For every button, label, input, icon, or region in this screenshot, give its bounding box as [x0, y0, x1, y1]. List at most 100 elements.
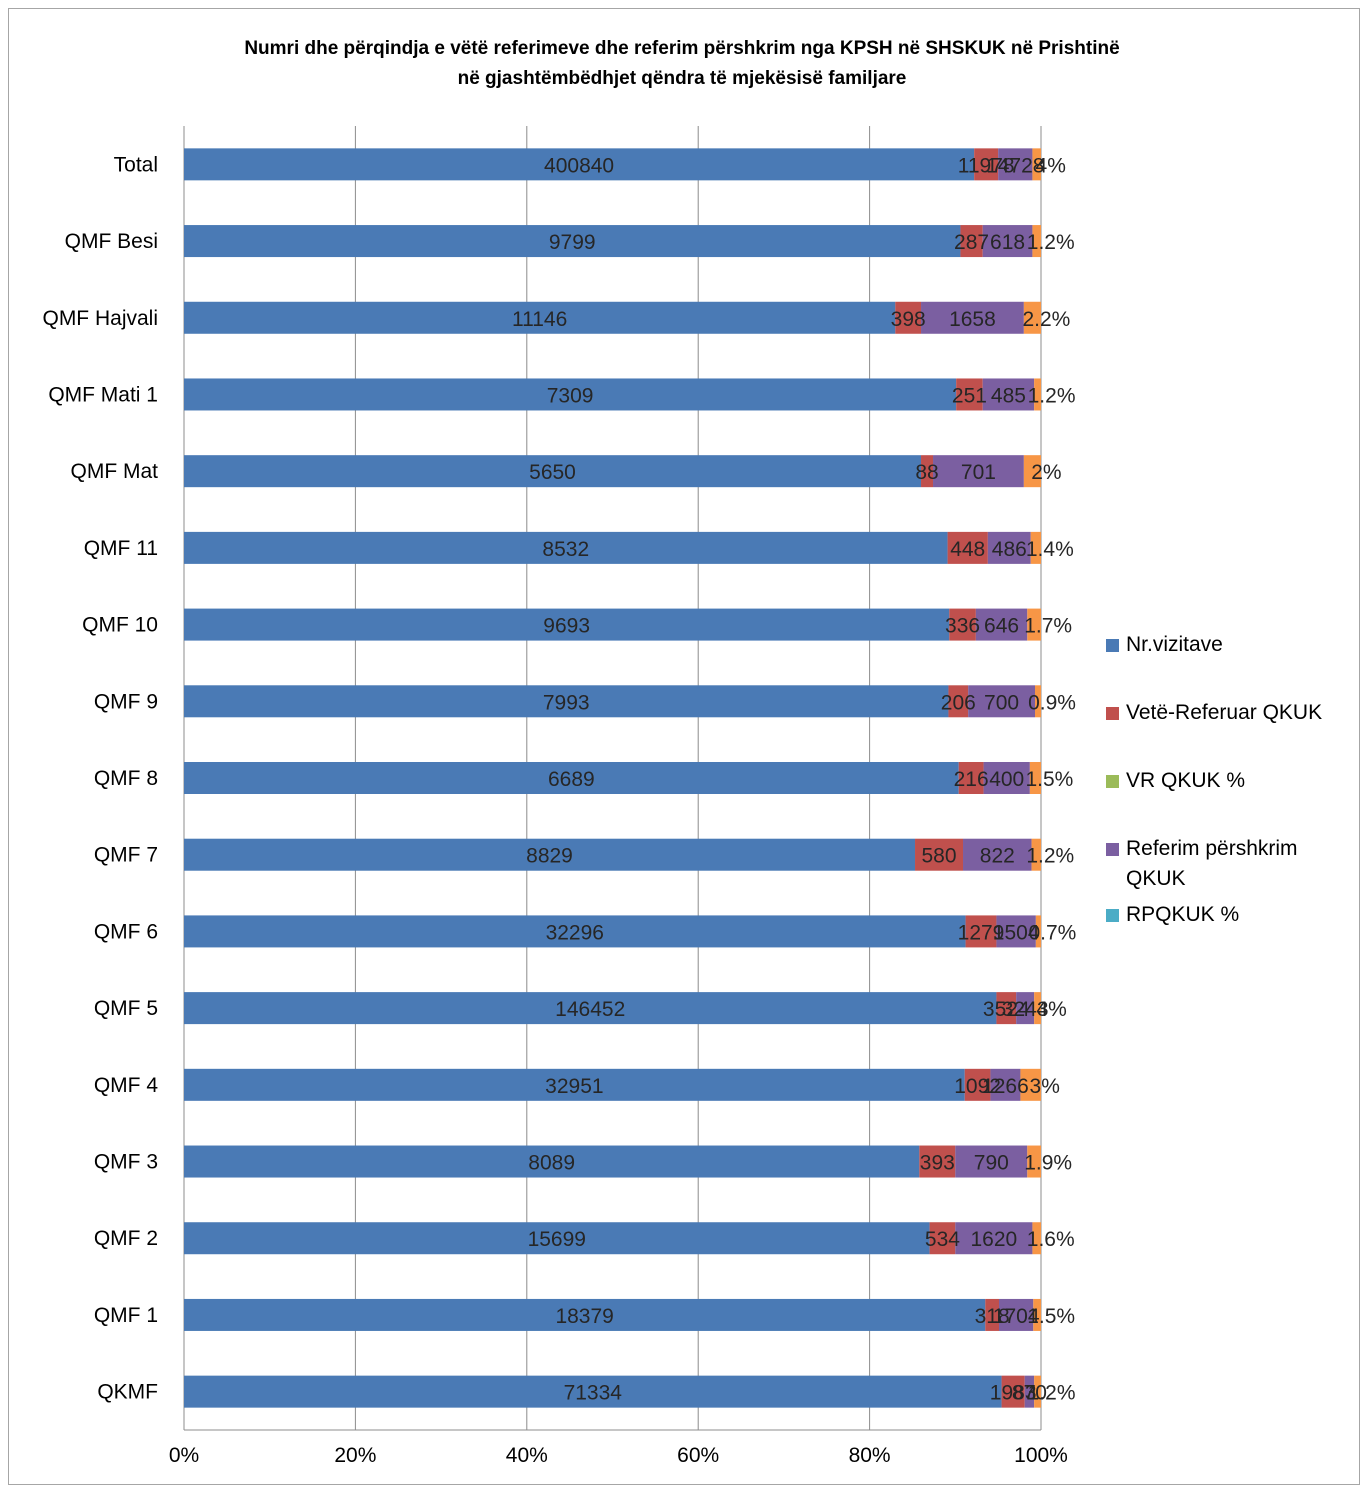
legend-swatch — [1106, 843, 1119, 856]
bar-rpqkuk-pct — [1033, 1298, 1041, 1331]
data-label: 7309 — [547, 384, 594, 407]
bar-nr-vizitave — [184, 455, 922, 488]
x-tick-label: 20% — [334, 1444, 376, 1467]
bar-vete-referuar — [929, 1222, 956, 1255]
bar-vete-referuar — [964, 1068, 991, 1101]
bar-rpqkuk-pct — [1035, 915, 1041, 948]
data-label: 1279 — [958, 921, 1005, 944]
y-category-label: QMF Besi — [65, 230, 158, 253]
bar-referim-pershkrim — [982, 225, 1033, 258]
data-label: 1658 — [949, 308, 996, 331]
bar-vete-referuar — [960, 225, 983, 258]
bar-referim-pershkrim — [933, 455, 1024, 488]
y-category-label: QKMF — [97, 1381, 158, 1404]
data-label: 9799 — [549, 231, 596, 254]
chart-title-line-2: në gjashtëmbëdhjet qëndra të mjekësisë f… — [457, 68, 907, 89]
data-label: 287 — [954, 231, 989, 254]
bar-nr-vizitave — [184, 1375, 1002, 1408]
y-category-label: QMF 8 — [94, 767, 158, 790]
bar-referim-pershkrim — [987, 531, 1031, 564]
data-label: 485 — [991, 384, 1026, 407]
bar-vete-referuar — [1001, 1375, 1025, 1408]
x-tick-label: 0% — [169, 1444, 199, 1467]
y-category-label: QMF 9 — [94, 690, 158, 713]
bar-referim-pershkrim — [996, 915, 1036, 948]
bar-vete-referuar — [919, 1145, 956, 1178]
bar-referim-pershkrim — [955, 1222, 1033, 1255]
bar-nr-vizitave — [184, 838, 916, 871]
bar-vete-referuar — [956, 378, 983, 411]
y-category-label: QMF 3 — [94, 1151, 158, 1174]
bar-rpqkuk-pct — [1034, 378, 1041, 411]
bar-referim-pershkrim — [1016, 992, 1035, 1025]
bar-referim-pershkrim — [975, 608, 1028, 641]
bar-rpqkuk-pct — [1032, 225, 1041, 258]
data-label: 88 — [915, 461, 938, 484]
y-category-label: QMF 10 — [82, 614, 158, 637]
data-label: 1.7% — [1024, 615, 1072, 638]
bar-rpqkuk-pct — [1023, 455, 1041, 488]
data-label: 700 — [984, 691, 1019, 714]
data-label: 206 — [941, 691, 976, 714]
y-category-label: QMF 1 — [94, 1304, 158, 1327]
data-label: 9693 — [543, 615, 590, 638]
legend-label: Referim përshkrim QKUK — [1126, 837, 1298, 890]
data-label: 580 — [921, 845, 956, 868]
legend-label: RPQKUK % — [1126, 903, 1240, 926]
data-label: 534 — [925, 1228, 960, 1251]
legend-swatch — [1106, 775, 1119, 788]
data-label: 3243 — [1002, 998, 1049, 1021]
data-label: 5650 — [529, 461, 576, 484]
bar-nr-vizitave — [184, 1068, 965, 1101]
data-label: 8089 — [528, 1152, 575, 1175]
data-label: 216 — [954, 768, 989, 791]
bar-rpqkuk-pct — [1020, 1068, 1041, 1101]
data-label: 398 — [891, 308, 926, 331]
bar-vete-referuar — [974, 148, 999, 181]
data-label: 1983 — [990, 1382, 1037, 1405]
bar-vete-referuar — [948, 685, 969, 718]
data-label: 146452 — [555, 998, 625, 1021]
bar-rpqkuk-pct — [1030, 531, 1041, 564]
bar-nr-vizitave — [184, 225, 961, 258]
y-category-label: QMF 11 — [84, 537, 158, 560]
data-label: 11978 — [958, 154, 1015, 177]
bar-rpqkuk-pct — [1023, 301, 1041, 334]
bar-nr-vizitave — [184, 762, 959, 794]
data-label: 7993 — [543, 691, 590, 714]
bar-rpqkuk-pct — [1034, 1375, 1041, 1408]
data-label: 251 — [952, 384, 987, 407]
data-label: 8532 — [542, 538, 589, 561]
data-label: 4% — [1036, 154, 1066, 177]
data-label: 6689 — [548, 768, 595, 791]
bar-nr-vizitave — [184, 685, 949, 718]
chart-title-line-1: Numri dhe përqindja e vëtë referimeve dh… — [244, 38, 1120, 59]
bar-referim-pershkrim — [999, 1298, 1034, 1331]
data-label: 1.2% — [1028, 384, 1076, 407]
data-label: 2% — [1031, 461, 1061, 484]
legend-label: Vetë-Referuar QKUK — [1126, 701, 1323, 724]
bar-nr-vizitave — [184, 378, 957, 411]
x-tick-label: 100% — [1014, 1444, 1068, 1467]
bar-nr-vizitave — [184, 915, 966, 948]
bar-referim-pershkrim — [1024, 1375, 1035, 1408]
y-category-label: Total — [114, 153, 158, 176]
bar-vete-referuar — [965, 915, 997, 948]
data-label: 3524 — [983, 998, 1030, 1021]
data-label: 1504 — [993, 921, 1040, 944]
data-label: 4% — [1036, 998, 1066, 1021]
data-label: 1.4% — [1026, 538, 1074, 561]
data-label: 1.2% — [1026, 845, 1074, 868]
bar-referim-pershkrim — [982, 378, 1035, 411]
data-label: 0.9% — [1028, 691, 1076, 714]
data-label: 1.9% — [1024, 1152, 1072, 1175]
bar-nr-vizitave — [184, 301, 896, 334]
bar-rpqkuk-pct — [1029, 762, 1041, 794]
y-category-label: QMF 2 — [94, 1227, 158, 1250]
bar-rpqkuk-pct — [1027, 1145, 1041, 1178]
data-label: 1.5% — [1027, 1305, 1075, 1328]
data-label: 618 — [990, 231, 1025, 254]
data-label: 15699 — [528, 1228, 586, 1251]
bar-rpqkuk-pct — [1032, 1222, 1041, 1255]
